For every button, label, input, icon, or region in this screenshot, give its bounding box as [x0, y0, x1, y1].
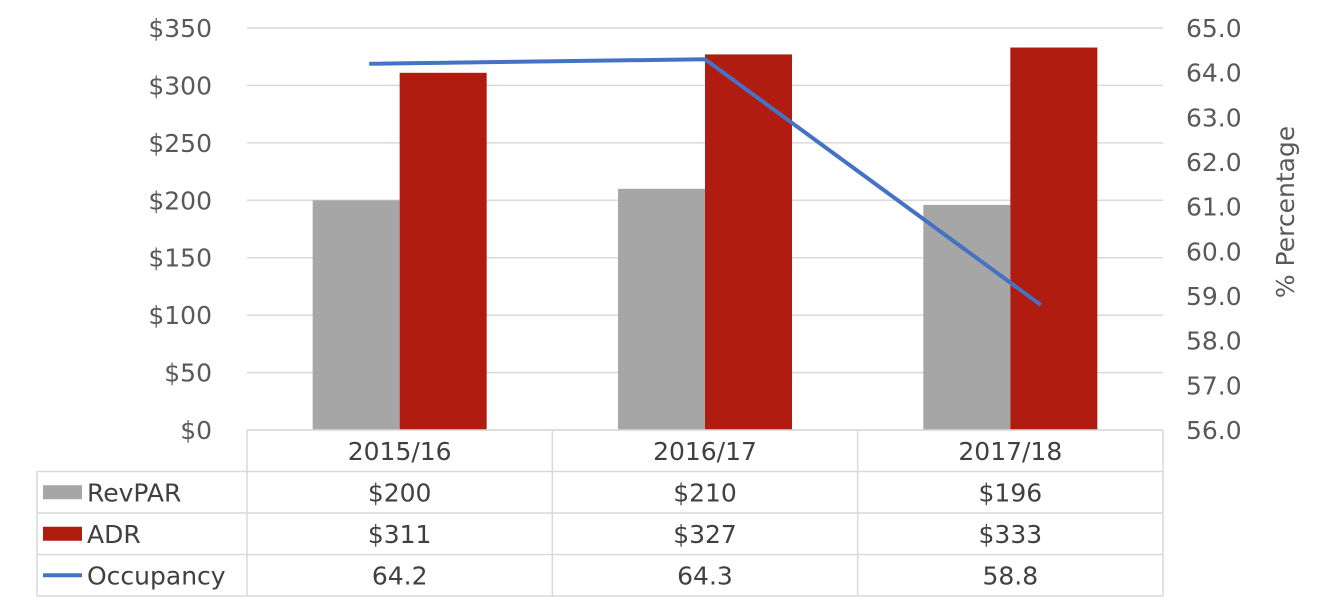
right-tick-label: 58.0 — [1186, 327, 1242, 356]
right-tick-label: 65.0 — [1186, 14, 1242, 43]
data-table: 2015/16 2016/17 2017/18 RevPAR $200 $210 $196 A… — [36, 429, 1164, 597]
table-value: 58.8 — [982, 561, 1038, 590]
category-label: 2017/18 — [958, 437, 1062, 466]
right-tick-label: 62.0 — [1186, 148, 1242, 177]
left-tick-label: $150 — [148, 244, 212, 273]
table-value: $327 — [673, 520, 737, 549]
table-value: $210 — [673, 478, 737, 507]
bar-revpar-0 — [312, 200, 400, 430]
bar-revpar-1 — [618, 188, 705, 430]
left-axis-ticks: $0 $50 $100 $150 $200 $250 $300 $350 — [148, 14, 212, 445]
left-tick-label: $250 — [148, 129, 212, 158]
left-tick-label: $100 — [148, 301, 212, 330]
table-value: $311 — [368, 520, 432, 549]
left-tick-label: $50 — [164, 359, 212, 388]
right-tick-label: 64.0 — [1186, 59, 1242, 88]
legend-key-adr — [43, 526, 82, 541]
bar-adr-2 — [1010, 47, 1098, 430]
legend-key-revpar — [43, 485, 82, 500]
left-tick-label: $200 — [148, 186, 212, 215]
left-tick-label: $300 — [148, 71, 212, 100]
right-axis-ticks: 56.0 57.0 58.0 59.0 60.0 61.0 62.0 63.0 64.0 65.0 — [1186, 14, 1242, 445]
bars — [312, 47, 1098, 431]
right-tick-label: 61.0 — [1186, 193, 1242, 222]
right-tick-label: 63.0 — [1186, 103, 1242, 132]
bar-revpar-2 — [923, 204, 1011, 430]
legend-label-occupancy: Occupancy — [87, 561, 226, 590]
table-value: $200 — [368, 478, 432, 507]
table-value: $196 — [979, 478, 1043, 507]
category-label: 2015/16 — [348, 437, 452, 466]
bar-adr-0 — [399, 72, 487, 431]
right-tick-label: 59.0 — [1186, 282, 1242, 311]
right-tick-label: 57.0 — [1186, 371, 1242, 400]
legend-label-revpar: RevPAR — [87, 478, 181, 507]
table-value: 64.2 — [372, 561, 428, 590]
bar-adr-1 — [705, 54, 792, 430]
right-axis-title: % Percentage — [1271, 126, 1300, 298]
occupancy-line-group — [369, 57, 1042, 307]
table-value: $333 — [979, 520, 1043, 549]
legend-label-adr: ADR — [87, 520, 141, 549]
right-tick-label: 56.0 — [1186, 416, 1242, 445]
left-tick-label: $0 — [180, 416, 212, 445]
table-value: 64.3 — [677, 561, 733, 590]
category-label: 2016/17 — [653, 437, 757, 466]
left-tick-label: $350 — [148, 14, 212, 43]
right-tick-label: 60.0 — [1186, 237, 1242, 266]
